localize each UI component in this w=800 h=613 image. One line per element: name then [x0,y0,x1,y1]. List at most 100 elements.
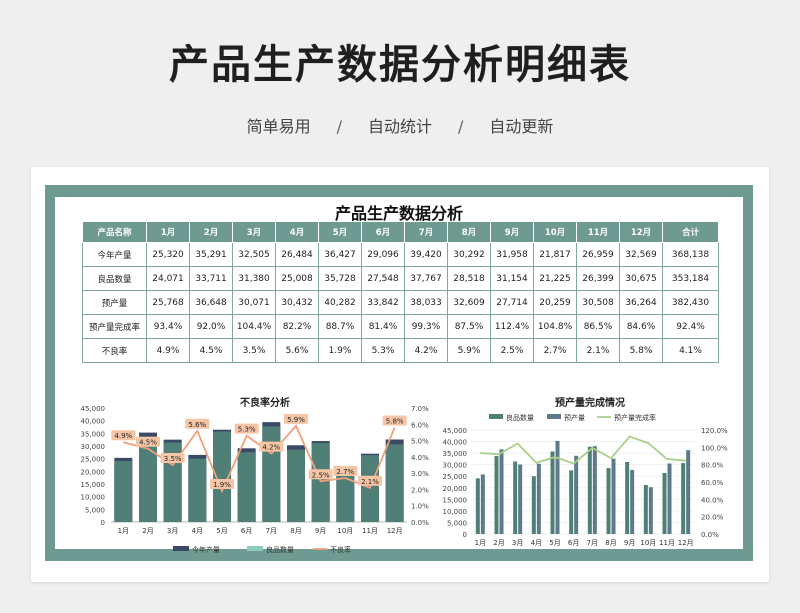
table-cell: 31,958 [490,242,534,267]
table-cell: 28,518 [447,266,491,291]
table-cell: 27,548 [361,266,405,291]
bar-good-quantity [237,452,256,522]
spreadsheet-preview-card: 产品生产数据分析 产品名称 1月 2月 3月 4月 5月 6月 7月 8月 9月 10月 11月 12月… [31,167,769,582]
sheet-area: 产品生产数据分析 产品名称 1月 2月 3月 4月 5月 6月 7月 8月 9月 10月 11月 12月… [55,197,743,554]
y2-tick-label: 0.0% [411,519,429,527]
y2-tick-label: 80.0% [701,462,724,470]
legend-label: 良品数量 [506,413,534,422]
y2-tick-label: 20.0% [701,514,724,522]
data-label: 1.9% [213,481,231,489]
table-cell: 30,675 [619,266,663,291]
table-cell: 35,291 [189,242,233,267]
y2-tick-label: 6.0% [411,421,429,429]
bar-forecast [536,463,541,534]
bar-good-quantity [494,456,499,534]
y-tick-label: 20,000 [443,485,468,493]
table-cell: 25,768 [146,290,190,315]
table-header-cell: 5月 [318,221,362,243]
bar-good-quantity [336,468,355,522]
table-row: 预产量 25,768 36,648 30,071 30,432 40,282 33,842 3… [82,290,719,315]
table-row-label: 不良率 [82,338,147,363]
bar-forecast [499,449,504,534]
table-cell: 37,767 [404,266,448,291]
bar-good-quantity [625,461,630,534]
defect-rate-chart: 0 5,000 10,000 15,000 20,000 25,000 30,000 35,0… [81,405,430,554]
bar-good-quantity [513,461,518,534]
table-header-cell: 7月 [404,221,448,243]
defect-chart-title: 不良率分析 [240,398,290,409]
y-tick-label: 20,000 [81,468,106,476]
y2-tick-label: 100.0% [701,444,728,452]
x-tick-label: 5月 [216,527,227,535]
table-cell: 40,282 [318,290,362,315]
y-tick-label: 5,000 [447,519,467,527]
table-header-cell: 12月 [619,221,663,243]
data-label: 5.8% [386,418,404,426]
table-header-cell: 10月 [533,221,577,243]
table-cell: 84.6% [619,314,663,339]
bar-forecast [555,440,560,534]
table-cell: 25,320 [146,242,190,267]
data-label-bg [333,466,358,477]
table-row: 良品数量 24,071 33,711 31,380 25,008 35,728 27,548… [82,266,719,291]
table-cell: 99.3% [404,314,448,339]
legend-label: 预产量完成率 [614,413,656,422]
x-tick-label: 3月 [167,527,178,535]
bar-forecast [592,446,597,534]
table-cell: 27,714 [490,290,534,315]
y-tick-label: 15,000 [81,481,106,489]
x-tick-label: 1月 [475,539,486,547]
sheet-frame: 产品生产数据分析 产品名称 1月 2月 3月 4月 5月 6月 7月 8月 9月 10月 11月 12月… [45,185,753,561]
bar-good-quantity [139,436,157,522]
x-tick-label: 6月 [241,527,252,535]
data-label: 5.9% [287,416,305,424]
x-tick-label: 5月 [549,539,560,547]
data-label: 5.3% [238,426,256,434]
x-tick-label: 7月 [266,527,277,535]
table-header-cell: 合计 [662,221,719,243]
subtitle-item: 自动统计 [367,117,432,136]
table-cell: 87.5% [447,314,491,339]
x-tick-label: 11月 [659,539,675,547]
subtitle-separator: / [336,117,342,136]
bar-good-quantity [188,458,207,522]
x-tick-label: 2月 [142,527,153,535]
y2-tick-label: 0.0% [701,531,719,539]
bar-good-quantity [531,476,536,534]
table-cell: 26,959 [576,242,620,267]
table-cell: 35,728 [318,266,362,291]
table-cell: 368,138 [662,242,719,267]
table-cell: 5.6% [275,338,319,363]
bar-good-quantity [569,470,574,534]
table-cell: 2.7% [533,338,577,363]
table-cell: 31,154 [490,266,534,291]
data-label: 4.9% [114,432,132,440]
table-cell: 36,427 [318,242,362,267]
y-tick-label: 10,000 [81,494,106,502]
x-tick-label: 9月 [624,539,635,547]
y-tick-label: 40,000 [443,439,468,447]
table-cell: 81.4% [361,314,405,339]
table-cell: 4.2% [404,338,448,363]
table-cell: 92.4% [662,314,719,339]
table-cell: 25,008 [275,266,319,291]
table-cell: 4.9% [146,338,190,363]
completion-rate-line [480,435,686,465]
table-header-cell: 1月 [146,221,190,243]
data-label-bg [284,413,308,424]
sheet-title: 产品生产数据分析 [334,204,463,223]
table-cell: 31,380 [232,266,276,291]
table-cell: 82.2% [275,314,319,339]
table-cell: 93.4% [146,314,190,339]
table-cell: 32,609 [447,290,491,315]
table-cell: 21,817 [533,242,577,267]
table-header-cell: 3月 [232,221,276,243]
bar-forecast [518,464,523,534]
x-tick-label: 9月 [315,527,326,535]
y-tick-label: 35,000 [81,430,106,438]
x-tick-label: 2月 [493,539,504,547]
bar-good-quantity [385,444,404,522]
table-cell: 33,842 [361,290,405,315]
table-cell: 5.9% [447,338,491,363]
y2-tick-label: 5.0% [411,438,429,446]
